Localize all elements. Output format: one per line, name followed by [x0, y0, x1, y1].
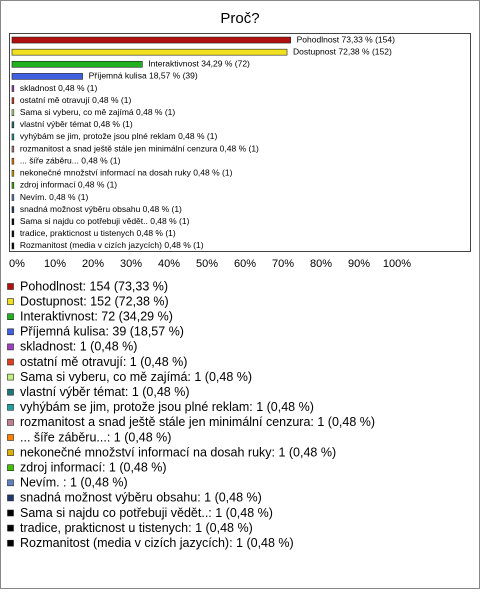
legend-swatch — [7, 524, 14, 532]
bar — [11, 97, 15, 104]
bar — [11, 133, 15, 141]
data-label: Sama si vyberu, co mě zajímá 0,48 % (1) — [20, 107, 176, 117]
data-label: zdroj informací 0,48 % (1) — [20, 180, 117, 190]
x-tick-label: 80% — [310, 258, 332, 270]
bar — [11, 169, 15, 177]
data-label: Interaktivnost 34,29 % (72) — [148, 59, 250, 69]
legend-label: Příjemná kulisa: 39 (18,57 %) — [20, 325, 184, 339]
legend-label: Sama si vyberu, co mě zajímá: 1 (0,48 %) — [20, 370, 252, 384]
bar — [11, 218, 15, 226]
legend-swatch — [7, 373, 14, 381]
x-tick-label: 0% — [9, 258, 25, 270]
bar — [11, 60, 143, 68]
bar — [11, 145, 15, 153]
legend-label: Interaktivnost: 72 (34,29 %) — [20, 309, 173, 323]
legend-label: ostatní mě otravují: 1 (0,48 %) — [20, 355, 187, 369]
x-tick-label: 100% — [383, 258, 411, 270]
data-label: rozmanitost a snad ještě stále jen minim… — [20, 143, 259, 153]
legend-swatch — [7, 313, 14, 321]
data-label: Sama si najdu co potřebuji vědět.. 0,48 … — [20, 216, 190, 226]
data-label: ostatní mě otravují 0,48 % (1) — [20, 95, 132, 105]
legend-swatch — [7, 434, 14, 441]
legend-label: vyhýbám se jim, protože jsou plné reklam… — [20, 400, 314, 414]
data-label: nekonečné množství informací na dosah ru… — [20, 168, 233, 178]
data-label: ... šíře záběru... 0,48 % (1) — [20, 155, 121, 165]
bar — [11, 182, 15, 189]
x-tick-label: 40% — [158, 258, 180, 270]
legend-label: Nevím. : 1 (0,48 %) — [20, 476, 128, 490]
x-tick-label: 20% — [82, 258, 104, 270]
x-tick-label: 60% — [234, 258, 256, 270]
data-label: Pohodlnost 73,33 % (154) — [297, 34, 395, 44]
legend-swatch — [7, 298, 14, 305]
legend-swatch — [7, 464, 14, 472]
bar — [11, 48, 288, 56]
chart-title: Proč? — [220, 10, 259, 27]
legend-swatch — [7, 449, 14, 456]
legend-label: vlastní výběr témat: 1 (0,48 %) — [20, 385, 190, 399]
legend-swatch — [7, 283, 14, 290]
bar — [11, 230, 15, 238]
data-label: Nevím. 0,48 % (1) — [20, 192, 89, 202]
legend-swatch — [7, 403, 14, 411]
data-label: Příjemná kulisa 18,57 % (39) — [89, 71, 198, 81]
bar — [11, 121, 15, 129]
legend-label: nekonečné množství informací na dosah ru… — [20, 445, 336, 459]
legend-swatch — [7, 539, 14, 547]
legend-label: zdroj informací: 1 (0,48 %) — [20, 460, 167, 474]
legend-label: Rozmanitost (media v cizích jazycích): 1… — [20, 536, 294, 550]
x-tick-label: 10% — [44, 258, 66, 270]
data-label: tradice, prakticnost u tistenych 0,48 % … — [20, 228, 176, 238]
data-label: vyhýbám se jim, protože jsou plné reklam… — [20, 131, 218, 141]
legend-swatch — [7, 419, 14, 426]
data-label: vlastní výběr témat 0,48 % (1) — [20, 119, 133, 129]
data-label: Dostupnost 72,38 % (152) — [293, 46, 392, 56]
bar — [11, 157, 15, 165]
plot-frame — [9, 33, 471, 252]
legend-swatch — [7, 343, 14, 351]
legend-label: snadná možnost výběru obsahu: 1 (0,48 %) — [20, 491, 262, 505]
legend-swatch — [7, 358, 14, 366]
legend-label: Sama si najdu co potřebuji vědět..: 1 (0… — [20, 506, 273, 520]
bar — [11, 242, 15, 250]
bar — [11, 109, 15, 117]
data-label: Rozmanitost (media v cizích jazycích) 0,… — [20, 240, 204, 250]
bar — [11, 36, 291, 44]
bar — [11, 194, 15, 201]
legend-label: rozmanitost a snad ještě stále jen minim… — [20, 415, 375, 429]
legend-label: skladnost: 1 (0,48 %) — [20, 340, 137, 354]
x-tick-label: 70% — [272, 258, 294, 270]
legend-swatch — [7, 388, 14, 396]
legend-label: Pohodlnost: 154 (73,33 %) — [20, 279, 168, 293]
data-label: snadná možnost výběru obsahu 0,48 % (1) — [20, 204, 182, 214]
legend-label: Dostupnost: 152 (72,38 %) — [20, 294, 169, 308]
legend-label: tradice, prakticnost u tistenych: 1 (0,4… — [20, 521, 253, 535]
data-label: skladnost 0,48 % (1) — [20, 83, 98, 93]
legend-swatch — [7, 479, 14, 487]
legend-swatch — [7, 509, 14, 517]
legend-swatch — [7, 494, 14, 502]
x-tick-label: 50% — [196, 258, 218, 270]
bar — [11, 73, 83, 80]
legend-label: ... šíře záběru...: 1 (0,48 %) — [20, 430, 171, 444]
legend-swatch — [7, 328, 14, 336]
x-tick-label: 30% — [120, 258, 142, 270]
bar — [11, 85, 15, 92]
x-tick-label: 90% — [348, 258, 370, 270]
bar — [11, 206, 15, 213]
